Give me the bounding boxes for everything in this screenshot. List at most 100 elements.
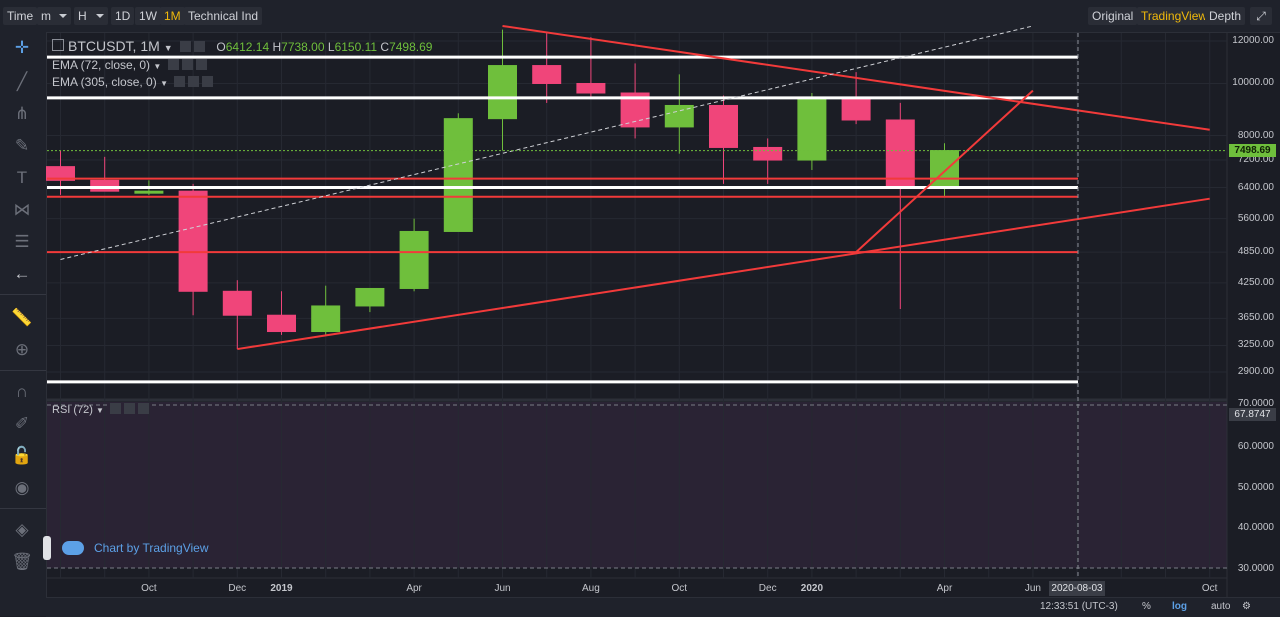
- trend-line-icon[interactable]: ╱: [16, 72, 28, 91]
- rsi-legend[interactable]: RSI (72) ▼: [52, 403, 150, 416]
- eye-icon[interactable]: [110, 403, 122, 414]
- layers-icon[interactable]: ◈: [15, 520, 29, 539]
- price-tick: 8000.00: [1237, 129, 1274, 141]
- chevron-down-icon[interactable]: ▼: [160, 79, 168, 88]
- candles: [46, 29, 959, 350]
- time-tick: Oct: [671, 583, 688, 594]
- eye-icon[interactable]: ◉: [14, 478, 30, 497]
- settings-icon[interactable]: [181, 59, 193, 70]
- time-tick: Jun: [494, 583, 511, 594]
- back-arrow-icon[interactable]: ←: [13, 264, 31, 283]
- settings-icon[interactable]: [193, 41, 205, 52]
- percent-scale-button[interactable]: %: [1142, 601, 1151, 612]
- candle: [90, 179, 120, 192]
- minute-select[interactable]: m: [37, 7, 71, 25]
- drawing-toolbar: ✛ ╱ ⋔ ✎ T ⋈ ☰ ← 📏 ⊕ ∩ ✐ 🔓 ◉ ◈ 🗑: [0, 32, 47, 616]
- clock[interactable]: 12:33:51 (UTC-3): [1040, 601, 1118, 612]
- chevron-down-icon[interactable]: ▼: [153, 62, 162, 71]
- eye-icon[interactable]: [167, 59, 179, 70]
- rsi-label[interactable]: RSI (72): [52, 404, 93, 416]
- ema2-label[interactable]: EMA (305, close, 0): [52, 75, 157, 89]
- gear-icon[interactable]: ⚙: [1242, 601, 1251, 612]
- close-icon[interactable]: [138, 403, 150, 414]
- pencil-lock-icon[interactable]: ✐: [14, 414, 30, 433]
- time-tick: Oct: [141, 583, 157, 594]
- horizontal-levels: [47, 55, 1078, 384]
- rsi-pane-bg: [47, 402, 1227, 568]
- brush-icon[interactable]: ✎: [14, 136, 30, 155]
- bottom-bar: 12:33:51 (UTC-3) % log auto ⚙: [46, 597, 1280, 617]
- chevron-down-icon[interactable]: ▼: [163, 43, 173, 53]
- crosshair-icon[interactable]: ✛: [14, 38, 30, 57]
- time-tick: Oct: [1201, 583, 1218, 594]
- ema1-legend[interactable]: EMA (72, close, 0) ▼: [52, 58, 207, 72]
- close-icon[interactable]: [195, 59, 207, 70]
- log-scale-button[interactable]: log: [1172, 601, 1187, 612]
- hour-select[interactable]: H: [74, 7, 108, 25]
- chevron-down-icon[interactable]: ▼: [96, 406, 104, 415]
- time-tick: Dec: [228, 583, 247, 594]
- price-tick: 6400.00: [1237, 181, 1274, 193]
- close-icon[interactable]: [202, 76, 214, 87]
- interval-1d-button[interactable]: 1D: [111, 7, 135, 25]
- candle: [134, 190, 164, 194]
- eye-icon[interactable]: [174, 76, 186, 87]
- text-tool-icon[interactable]: T: [16, 168, 28, 187]
- time-tick: Jun: [1024, 583, 1041, 594]
- price-tick: 7200.00: [1237, 154, 1274, 166]
- price-tick: 5600.00: [1237, 212, 1274, 224]
- technical-indicators-button[interactable]: Technical Ind: [184, 7, 263, 25]
- rsi-tick: 30.0000: [1237, 563, 1274, 574]
- pane-resize-handle[interactable]: [43, 536, 51, 560]
- pitchfork-icon[interactable]: ⋔: [14, 104, 30, 123]
- interval-1m-button[interactable]: 1M: [160, 7, 185, 25]
- time-tick: 2019: [270, 583, 293, 594]
- candle: [664, 104, 694, 128]
- tradingview-watermark[interactable]: Chart by TradingView: [62, 541, 209, 555]
- fullscreen-icon[interactable]: ⤢: [1250, 7, 1272, 25]
- price-tick: 10000.00: [1232, 77, 1274, 89]
- high-label: H: [272, 40, 282, 54]
- candle: [576, 82, 606, 94]
- fib-icon[interactable]: ☰: [14, 232, 30, 251]
- toolbar-divider: [0, 294, 46, 295]
- ruler-icon[interactable]: 📏: [11, 308, 33, 327]
- price-tick: 4250.00: [1237, 276, 1274, 288]
- candle: [532, 65, 562, 84]
- crosshair-date-tag: 2020-08-03: [1049, 581, 1105, 596]
- price-pane-bg: [47, 33, 1227, 398]
- settings-icon[interactable]: [124, 403, 136, 414]
- magnet-icon[interactable]: ∩: [15, 382, 29, 401]
- original-view-button[interactable]: Original: [1088, 7, 1138, 25]
- depth-view-button[interactable]: Depth: [1205, 7, 1246, 25]
- rsi-tick: 70.0000: [1237, 398, 1274, 409]
- candle: [709, 104, 738, 148]
- collapse-icon[interactable]: [52, 39, 64, 51]
- zoom-icon[interactable]: ⊕: [14, 340, 30, 359]
- symbol-label[interactable]: BTCUSDT, 1M: [68, 38, 160, 54]
- time-button[interactable]: Time: [3, 7, 38, 25]
- watermark-text[interactable]: Chart by TradingView: [94, 541, 209, 555]
- auto-scale-button[interactable]: auto: [1211, 601, 1231, 612]
- price-tick: 3250.00: [1237, 339, 1274, 351]
- ema1-label[interactable]: EMA (72, close, 0): [52, 58, 151, 72]
- open-value: 6412.14: [225, 40, 270, 54]
- candle: [46, 166, 75, 181]
- lock-icon[interactable]: 🔓: [11, 446, 33, 465]
- candle: [443, 118, 473, 232]
- candle: [267, 314, 296, 333]
- settings-icon[interactable]: [179, 41, 191, 52]
- ema2-legend[interactable]: EMA (305, close, 0) ▼: [52, 75, 214, 89]
- trend-line: [855, 89, 1034, 253]
- time-tick: Apr: [936, 583, 953, 594]
- trash-icon[interactable]: 🗑: [11, 552, 33, 571]
- interval-1w-button[interactable]: 1W: [135, 7, 161, 25]
- tradingview-view-button[interactable]: TradingView: [1137, 7, 1212, 25]
- ohlc-values: O6412.14 H7738.00 L6150.11 C7498.69: [216, 40, 432, 54]
- trend-lines: [60, 24, 1210, 351]
- candle: [355, 287, 385, 307]
- settings-icon[interactable]: [188, 76, 200, 87]
- candle: [178, 190, 208, 292]
- pattern-icon[interactable]: ⋈: [13, 200, 31, 219]
